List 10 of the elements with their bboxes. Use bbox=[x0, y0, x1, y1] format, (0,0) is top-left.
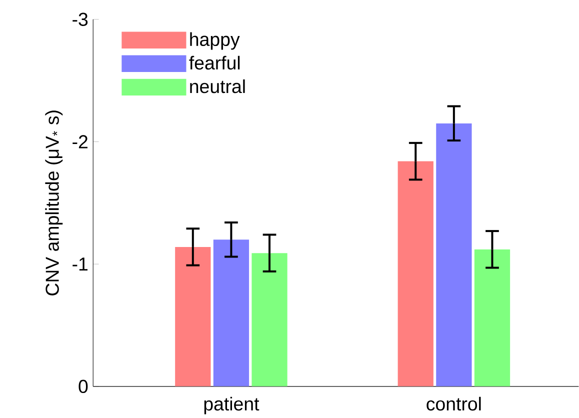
legend-label: neutral bbox=[190, 79, 245, 93]
y-tick-label: -2 bbox=[72, 134, 88, 148]
x-tick-label: patient bbox=[204, 396, 260, 414]
x-tick-label: control bbox=[426, 396, 481, 410]
y-tick-label: -3 bbox=[72, 12, 88, 26]
legend-label: fearful bbox=[189, 56, 240, 70]
y-tick-label: -1 bbox=[72, 257, 88, 270]
y-axis-title: CNV amplitude (μV$_{*}$ s) bbox=[45, 110, 63, 296]
legend-label: happy bbox=[190, 32, 240, 50]
y-tick-label: 0 bbox=[78, 380, 88, 393]
